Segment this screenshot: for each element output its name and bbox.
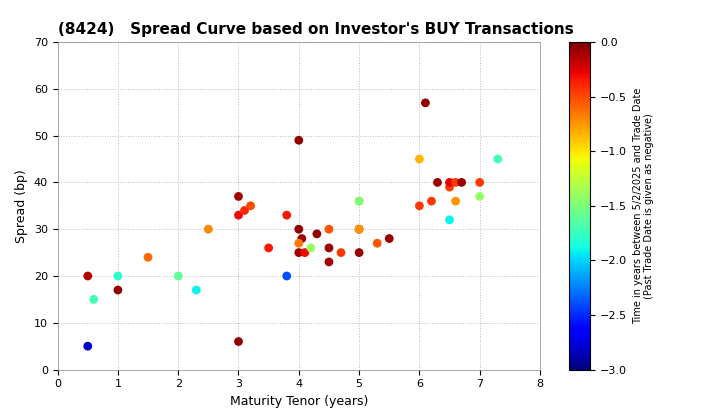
- Point: [281, 212, 292, 218]
- Point: [336, 249, 347, 256]
- Point: [354, 249, 365, 256]
- Point: [432, 179, 444, 186]
- Point: [311, 231, 323, 237]
- Y-axis label: Spread (bp): Spread (bp): [15, 169, 28, 243]
- Point: [173, 273, 184, 279]
- Point: [263, 244, 274, 251]
- Point: [293, 137, 305, 144]
- Point: [413, 202, 425, 209]
- Point: [444, 184, 455, 190]
- Point: [323, 259, 335, 265]
- Point: [426, 198, 437, 205]
- Point: [112, 273, 124, 279]
- Point: [323, 244, 335, 251]
- Point: [354, 198, 365, 205]
- Point: [305, 244, 317, 251]
- Point: [444, 179, 455, 186]
- Point: [474, 179, 485, 186]
- Point: [492, 156, 503, 163]
- Point: [450, 179, 462, 186]
- Point: [245, 202, 256, 209]
- Point: [299, 249, 310, 256]
- Text: (8424)   Spread Curve based on Investor's BUY Transactions: (8424) Spread Curve based on Investor's …: [58, 22, 573, 37]
- Point: [293, 249, 305, 256]
- Point: [354, 198, 365, 205]
- Point: [233, 212, 244, 218]
- Point: [354, 226, 365, 233]
- X-axis label: Maturity Tenor (years): Maturity Tenor (years): [230, 395, 368, 408]
- Point: [323, 226, 335, 233]
- Point: [233, 338, 244, 345]
- Point: [450, 198, 462, 205]
- Point: [420, 100, 431, 106]
- Point: [239, 207, 251, 214]
- Point: [82, 343, 94, 349]
- Point: [293, 226, 305, 233]
- Point: [354, 226, 365, 233]
- Point: [281, 273, 292, 279]
- Point: [413, 156, 425, 163]
- Point: [474, 193, 485, 200]
- Point: [233, 193, 244, 200]
- Point: [202, 226, 214, 233]
- Point: [384, 235, 395, 242]
- Point: [88, 296, 99, 303]
- Point: [372, 240, 383, 247]
- Point: [456, 179, 467, 186]
- Point: [143, 254, 154, 261]
- Point: [444, 216, 455, 223]
- Point: [296, 235, 307, 242]
- Point: [293, 240, 305, 247]
- Point: [191, 287, 202, 294]
- Point: [82, 273, 94, 279]
- Y-axis label: Time in years between 5/2/2025 and Trade Date
(Past Trade Date is given as negat: Time in years between 5/2/2025 and Trade…: [633, 88, 654, 324]
- Point: [112, 287, 124, 294]
